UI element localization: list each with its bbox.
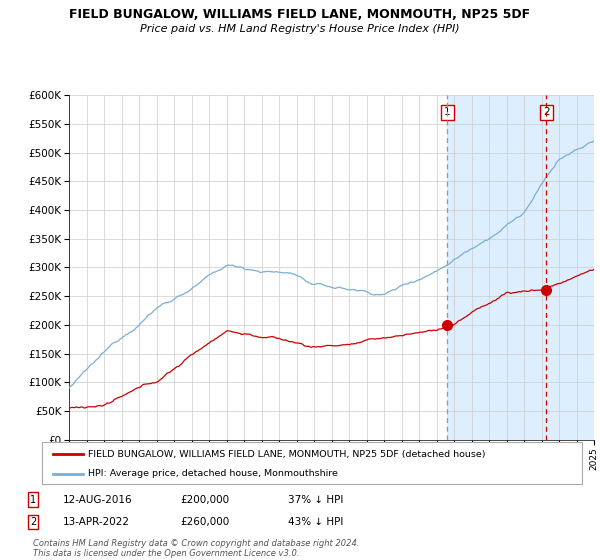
Bar [447, 95, 594, 440]
Text: £200,000: £200,000 [180, 494, 229, 505]
Text: Price paid vs. HM Land Registry's House Price Index (HPI): Price paid vs. HM Land Registry's House … [140, 24, 460, 34]
Text: 37% ↓ HPI: 37% ↓ HPI [288, 494, 343, 505]
Text: £260,000: £260,000 [180, 517, 229, 527]
Text: FIELD BUNGALOW, WILLIAMS FIELD LANE, MONMOUTH, NP25 5DF: FIELD BUNGALOW, WILLIAMS FIELD LANE, MON… [70, 8, 530, 21]
Text: 43% ↓ HPI: 43% ↓ HPI [288, 517, 343, 527]
Text: 13-APR-2022: 13-APR-2022 [63, 517, 130, 527]
Text: 2: 2 [30, 517, 36, 527]
Text: 12-AUG-2016: 12-AUG-2016 [63, 494, 133, 505]
Text: HPI: Average price, detached house, Monmouthshire: HPI: Average price, detached house, Monm… [88, 469, 338, 478]
Text: 1: 1 [444, 108, 451, 118]
Text: Contains HM Land Registry data © Crown copyright and database right 2024.
This d: Contains HM Land Registry data © Crown c… [33, 539, 359, 558]
Text: 1: 1 [30, 494, 36, 505]
Text: 2: 2 [543, 108, 550, 118]
Text: FIELD BUNGALOW, WILLIAMS FIELD LANE, MONMOUTH, NP25 5DF (detached house): FIELD BUNGALOW, WILLIAMS FIELD LANE, MON… [88, 450, 485, 460]
